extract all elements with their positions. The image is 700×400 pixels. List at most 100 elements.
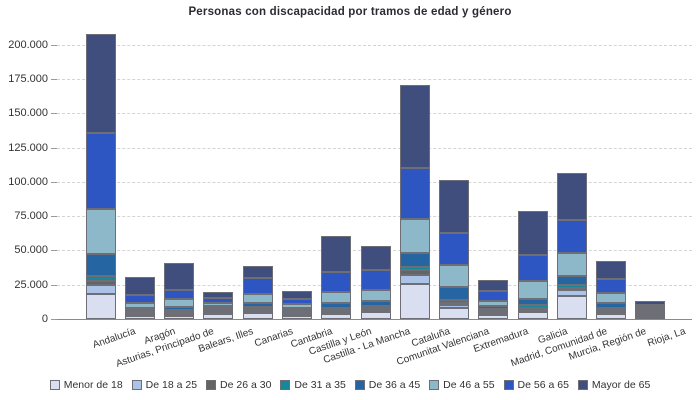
bar-segment[interactable] (556, 253, 587, 276)
bar-segment[interactable] (164, 315, 195, 319)
bar-segment[interactable] (281, 307, 312, 310)
bar-segment[interactable] (242, 312, 273, 319)
bar-segment[interactable] (360, 270, 391, 291)
bar-segment[interactable] (399, 167, 430, 220)
bar-segment[interactable] (478, 310, 509, 313)
bar-segment[interactable] (124, 316, 155, 319)
bar-segment[interactable] (360, 290, 391, 302)
bar-segment[interactable] (164, 313, 195, 316)
bar-segment[interactable] (124, 310, 155, 313)
bar-segment[interactable] (517, 305, 548, 308)
bar-segment[interactable] (439, 308, 470, 319)
bar-segment[interactable] (596, 261, 627, 280)
bar-segment[interactable] (124, 314, 155, 317)
bar-segment[interactable] (85, 275, 116, 281)
bar-segment[interactable] (164, 299, 195, 307)
bar-segment[interactable] (635, 307, 666, 309)
bar-segment[interactable] (321, 309, 352, 312)
bar-segment[interactable] (203, 306, 234, 309)
bar-segment[interactable] (281, 311, 312, 314)
bar-segment[interactable] (85, 280, 116, 285)
bar-segment[interactable] (596, 279, 627, 293)
bar-segment[interactable] (556, 296, 587, 319)
bar-segment[interactable] (596, 311, 627, 314)
bar-segment[interactable] (439, 265, 470, 288)
bar-segment[interactable] (635, 300, 666, 305)
bar-segment[interactable] (242, 306, 273, 309)
bar-segment[interactable] (596, 313, 627, 319)
bar-segment[interactable] (478, 291, 509, 301)
bar-segment[interactable] (439, 304, 470, 309)
bar-segment[interactable] (517, 254, 548, 282)
bar-segment[interactable] (360, 301, 391, 306)
bar-segment[interactable] (556, 173, 587, 220)
bar-segment[interactable] (556, 219, 587, 254)
bar-segment[interactable] (439, 287, 470, 300)
bar-segment[interactable] (124, 312, 155, 315)
bar-segment[interactable] (399, 274, 430, 285)
bar-segment[interactable] (399, 284, 430, 319)
bar-segment[interactable] (203, 310, 234, 313)
bar-segment[interactable] (321, 236, 352, 272)
bar-segment[interactable] (517, 298, 548, 306)
bar-segment[interactable] (85, 284, 116, 294)
bar-segment[interactable] (203, 297, 234, 303)
legend-item-menor-de-18[interactable]: Menor de 18 (49, 379, 123, 391)
bar-segment[interactable] (242, 278, 273, 295)
bar-segment[interactable] (164, 311, 195, 314)
bar-segment[interactable] (360, 311, 391, 319)
bar-segment[interactable] (242, 303, 273, 307)
bar-segment[interactable] (242, 265, 273, 279)
bar-segment[interactable] (439, 232, 470, 266)
bar-segment[interactable] (478, 279, 509, 292)
bar-segment[interactable] (478, 308, 509, 311)
bar-segment[interactable] (635, 317, 666, 319)
bar-segment[interactable] (556, 290, 587, 297)
bar-segment[interactable] (517, 281, 548, 299)
bar-segment[interactable] (203, 302, 234, 307)
bar-segment[interactable] (360, 245, 391, 271)
bar-segment[interactable] (399, 267, 430, 271)
bar-segment[interactable] (399, 85, 430, 168)
bar-segment[interactable] (321, 271, 352, 293)
bar-segment[interactable] (281, 309, 312, 312)
bar-segment[interactable] (399, 219, 430, 253)
bar-segment[interactable] (399, 270, 430, 275)
bar-segment[interactable] (164, 263, 195, 291)
bar-segment[interactable] (478, 306, 509, 309)
bar-segment[interactable] (281, 298, 312, 305)
bar-segment[interactable] (203, 291, 234, 298)
bar-segment[interactable] (203, 308, 234, 311)
bar-segment[interactable] (635, 315, 666, 317)
bar-segment[interactable] (164, 290, 195, 300)
bar-segment[interactable] (321, 307, 352, 310)
bar-segment[interactable] (635, 311, 666, 313)
bar-segment[interactable] (321, 302, 352, 308)
legend-item-de-36-a-45[interactable]: De 36 a 45 (354, 379, 420, 391)
bar-segment[interactable] (596, 309, 627, 312)
bar-segment[interactable] (517, 307, 548, 310)
bar-segment[interactable] (635, 313, 666, 315)
bar-segment[interactable] (360, 307, 391, 310)
bar-segment[interactable] (281, 291, 312, 299)
bar-segment[interactable] (517, 311, 548, 319)
bar-segment[interactable] (439, 299, 470, 303)
bar-segment[interactable] (281, 304, 312, 308)
bar-segment[interactable] (360, 309, 391, 312)
bar-segment[interactable] (321, 313, 352, 319)
legend-item-de-56-a-65[interactable]: De 56 a 65 (503, 379, 569, 391)
bar-segment[interactable] (164, 309, 195, 312)
bar-segment[interactable] (242, 308, 273, 311)
bar-segment[interactable] (439, 302, 470, 305)
bar-segment[interactable] (124, 276, 155, 295)
bar-segment[interactable] (556, 284, 587, 289)
bar-segment[interactable] (399, 252, 430, 268)
bar-segment[interactable] (478, 312, 509, 316)
legend-item-mayor-de-65[interactable]: Mayor de 65 (577, 379, 650, 391)
bar-segment[interactable] (596, 292, 627, 303)
bar-segment[interactable] (439, 179, 470, 233)
legend-item-de-18-a-25[interactable]: De 18 a 25 (131, 379, 197, 391)
legend-item-de-31-a-35[interactable]: De 31 a 35 (280, 379, 346, 391)
bar-segment[interactable] (281, 315, 312, 319)
bar-segment[interactable] (85, 253, 116, 276)
